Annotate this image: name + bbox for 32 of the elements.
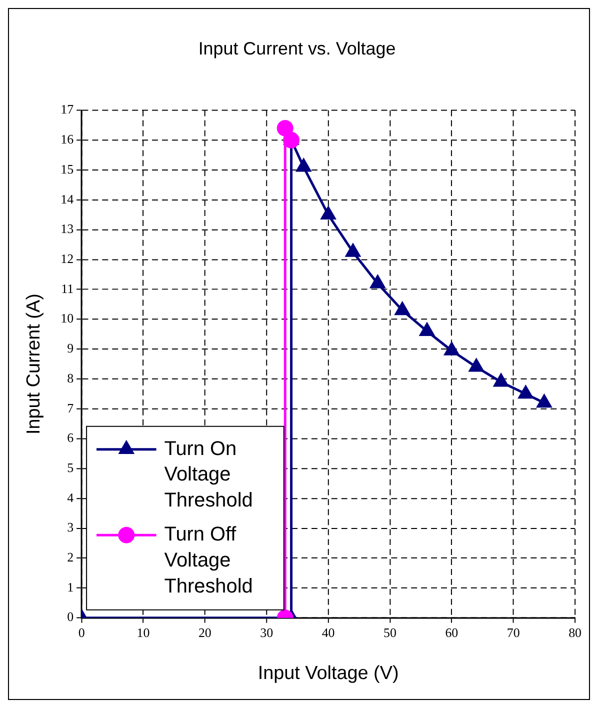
y-tick-label: 1 — [67, 579, 74, 594]
y-tick-label: 4 — [67, 490, 74, 505]
x-tick-label: 20 — [198, 625, 212, 640]
y-tick-label: 3 — [67, 520, 74, 535]
x-tick-label: 30 — [260, 625, 274, 640]
x-tick-label: 40 — [322, 625, 335, 640]
x-tick-label: 0 — [78, 625, 85, 640]
x-axis-title: Input Voltage (V) — [258, 662, 399, 684]
y-tick-label: 14 — [60, 191, 74, 206]
x-tick-label: 10 — [136, 625, 150, 640]
y-tick-label: 6 — [67, 430, 74, 446]
y-tick-label: 12 — [60, 250, 74, 266]
y-tick-label: 15 — [60, 161, 74, 176]
y-tick-label: 11 — [61, 280, 74, 296]
y-tick-label: 13 — [60, 221, 74, 236]
y-tick-label: 5 — [67, 460, 74, 475]
y-tick-label: 8 — [67, 370, 74, 386]
legend-label: Turn Off Voltage Threshold — [164, 524, 253, 598]
y-tick-label: 0 — [67, 609, 74, 624]
y-tick-label: 2 — [67, 550, 74, 565]
legend-label: Turn On Voltage Threshold — [164, 438, 253, 512]
y-axis-title: Input Current (A) — [24, 294, 45, 435]
y-tick-label: 7 — [67, 400, 74, 416]
y-tick-label: 9 — [67, 340, 74, 356]
x-tick-label: 50 — [384, 625, 396, 640]
y-tick-label: 10 — [60, 310, 74, 326]
x-tick-label: 70 — [506, 625, 520, 640]
x-tick-label: 60 — [445, 625, 458, 640]
x-tick-label: 80 — [568, 625, 582, 640]
y-tick-label: 17 — [60, 102, 74, 117]
chart-title: Input Current vs. Voltage — [198, 38, 396, 59]
y-tick-label: 16 — [60, 132, 74, 147]
